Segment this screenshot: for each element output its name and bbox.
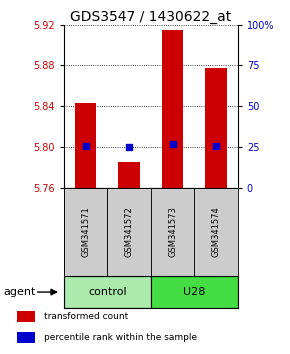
Text: U28: U28 <box>183 287 206 297</box>
Title: GDS3547 / 1430622_at: GDS3547 / 1430622_at <box>70 10 231 24</box>
Text: GSM341572: GSM341572 <box>124 206 134 257</box>
Text: GSM341573: GSM341573 <box>168 206 177 257</box>
Bar <box>194 188 238 276</box>
Bar <box>151 276 238 308</box>
Text: control: control <box>88 287 127 297</box>
Bar <box>64 188 107 276</box>
Text: GSM341574: GSM341574 <box>211 206 221 257</box>
Bar <box>162 30 183 188</box>
Bar <box>151 188 194 276</box>
Bar <box>17 332 35 343</box>
Text: GSM341571: GSM341571 <box>81 206 90 257</box>
Text: percentile rank within the sample: percentile rank within the sample <box>44 333 197 342</box>
Bar <box>75 103 96 188</box>
Bar <box>205 68 227 188</box>
Text: transformed count: transformed count <box>44 312 128 321</box>
Bar <box>107 188 151 276</box>
Text: agent: agent <box>3 287 35 297</box>
Bar <box>64 276 151 308</box>
Bar <box>118 162 140 188</box>
Bar <box>17 310 35 322</box>
